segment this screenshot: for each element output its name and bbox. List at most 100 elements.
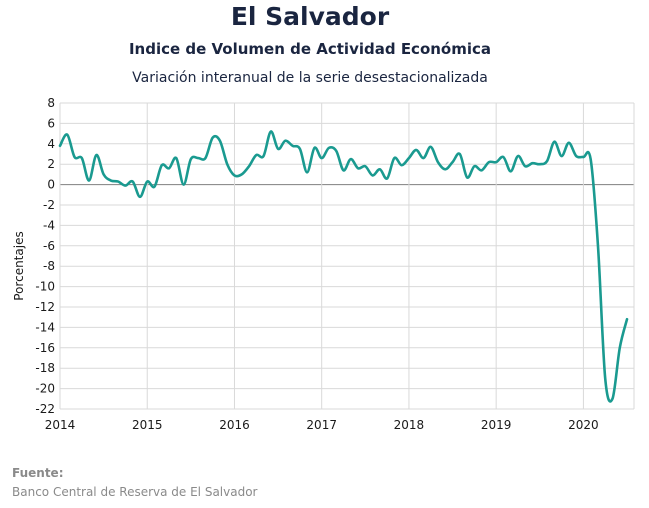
data-point bbox=[255, 154, 258, 157]
data-point bbox=[349, 158, 352, 161]
data-point bbox=[364, 165, 367, 168]
data-point bbox=[328, 147, 331, 150]
data-point bbox=[291, 145, 294, 148]
data-point bbox=[531, 162, 534, 165]
data-point bbox=[546, 160, 549, 163]
y-axis-label: Porcentajes bbox=[12, 231, 26, 300]
data-point bbox=[495, 161, 498, 164]
data-point bbox=[182, 183, 185, 186]
y-tick-label: -14 bbox=[35, 320, 55, 334]
data-point bbox=[575, 155, 578, 158]
data-point bbox=[219, 139, 222, 142]
data-point bbox=[124, 184, 127, 187]
data-point bbox=[233, 174, 236, 177]
data-point bbox=[502, 156, 505, 159]
x-tick-label: 2014 bbox=[45, 418, 76, 432]
y-tick-label: 4 bbox=[47, 137, 55, 151]
data-point bbox=[262, 155, 265, 158]
data-point bbox=[400, 164, 403, 167]
data-point bbox=[473, 165, 476, 168]
data-point bbox=[604, 377, 607, 380]
data-point bbox=[211, 136, 214, 139]
chart-subtitle: Indice de Volumen de Actividad Económica bbox=[128, 40, 492, 58]
data-point bbox=[429, 146, 432, 149]
y-tick-label: 2 bbox=[47, 157, 55, 171]
data-point bbox=[568, 141, 571, 144]
y-tick-label: -10 bbox=[35, 280, 55, 294]
y-tick-label: 6 bbox=[47, 116, 55, 130]
data-point bbox=[248, 165, 251, 168]
y-tick-label: -22 bbox=[35, 402, 55, 416]
data-point bbox=[589, 158, 592, 161]
data-point bbox=[335, 150, 338, 153]
x-tick-label: 2018 bbox=[394, 418, 425, 432]
data-point bbox=[597, 245, 600, 248]
data-point bbox=[480, 169, 483, 172]
data-point bbox=[386, 177, 389, 180]
chart-subtitle-secondary: Variación interanual de la serie desesta… bbox=[132, 70, 488, 86]
data-point bbox=[509, 170, 512, 173]
data-point bbox=[458, 153, 461, 156]
y-tick-label: -18 bbox=[35, 361, 55, 375]
data-point bbox=[560, 155, 563, 158]
y-tick-label: 8 bbox=[47, 96, 55, 110]
data-point bbox=[342, 169, 345, 172]
data-point bbox=[306, 171, 309, 174]
y-tick-label: -8 bbox=[43, 259, 55, 273]
x-tick-label: 2019 bbox=[481, 418, 512, 432]
data-point bbox=[190, 158, 193, 161]
data-point bbox=[444, 168, 447, 171]
data-point bbox=[204, 157, 207, 160]
data-point bbox=[488, 161, 491, 164]
source-text: Banco Central de Reserva de El Salvador bbox=[12, 485, 258, 499]
data-point bbox=[299, 148, 302, 151]
data-point bbox=[524, 165, 527, 168]
data-point bbox=[618, 347, 621, 350]
data-point bbox=[66, 133, 69, 136]
data-point bbox=[131, 180, 134, 183]
x-tick-label: 2017 bbox=[306, 418, 337, 432]
data-point bbox=[517, 155, 520, 158]
data-point bbox=[153, 185, 156, 188]
data-point bbox=[371, 174, 374, 177]
data-point bbox=[81, 157, 84, 160]
data-point bbox=[73, 156, 76, 159]
data-point bbox=[95, 154, 98, 157]
data-point bbox=[284, 139, 287, 142]
data-point bbox=[379, 168, 382, 171]
data-point bbox=[313, 147, 316, 150]
data-point bbox=[197, 157, 200, 160]
data-point bbox=[422, 157, 425, 160]
x-tick-label: 2015 bbox=[132, 418, 163, 432]
data-point bbox=[168, 167, 171, 170]
data-point bbox=[139, 196, 142, 199]
data-point bbox=[553, 140, 556, 143]
data-point bbox=[88, 179, 91, 182]
data-point bbox=[437, 161, 440, 164]
data-point bbox=[102, 173, 105, 176]
data-point bbox=[110, 179, 113, 182]
data-point bbox=[175, 157, 178, 160]
data-point bbox=[538, 163, 541, 166]
y-tick-label: -16 bbox=[35, 341, 55, 355]
y-tick-label: -6 bbox=[43, 239, 55, 253]
y-tick-label: -20 bbox=[35, 382, 55, 396]
data-point bbox=[466, 176, 469, 179]
source-label: Fuente: bbox=[12, 466, 64, 480]
y-tick-label: -4 bbox=[43, 218, 55, 232]
data-point bbox=[240, 173, 243, 176]
data-point bbox=[357, 167, 360, 170]
data-point bbox=[59, 145, 62, 148]
y-tick-label: -12 bbox=[35, 300, 55, 314]
x-tick-label: 2016 bbox=[219, 418, 250, 432]
x-tick-label: 2020 bbox=[568, 418, 599, 432]
chart-title: El Salvador bbox=[230, 2, 390, 31]
data-point bbox=[277, 148, 280, 151]
data-point bbox=[146, 180, 149, 183]
data-point bbox=[611, 398, 614, 401]
data-point bbox=[582, 156, 585, 159]
data-point bbox=[393, 157, 396, 160]
data-point bbox=[226, 163, 229, 166]
series-line bbox=[58, 130, 629, 403]
